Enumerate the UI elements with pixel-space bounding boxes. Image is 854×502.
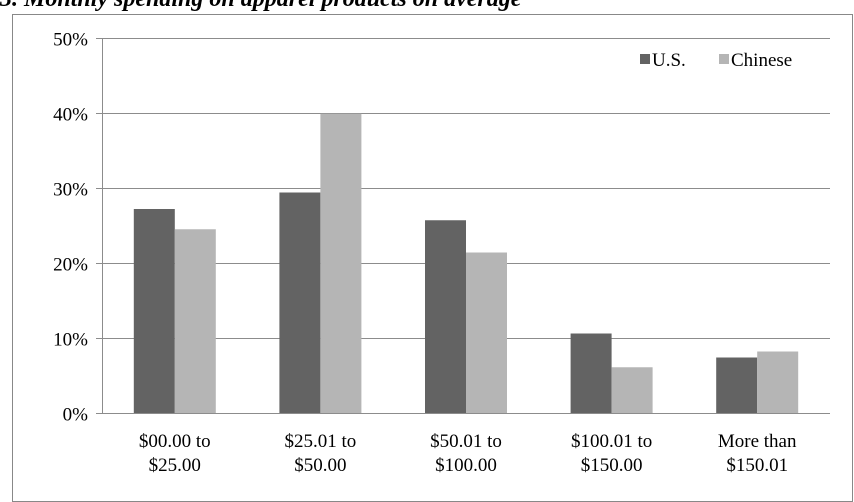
- bar-u-s-5: [716, 357, 758, 413]
- x-tick-label: $25.00: [149, 455, 201, 476]
- x-axis-ticks: $00.00 to $25.00 $25.01 to $50.00 $50.01 to $…: [139, 431, 797, 476]
- x-tick-label: $150.00: [581, 455, 643, 476]
- y-tick-label: 20%: [53, 255, 88, 276]
- legend-swatch: [719, 54, 729, 64]
- x-tick-label: $50.01 to: [430, 431, 502, 452]
- bars: [133, 113, 799, 413]
- bar-chinese-5: [757, 351, 799, 413]
- x-tick-label: $00.00 to: [139, 431, 211, 452]
- bar-u-s-4: [570, 333, 612, 413]
- y-tick-label: 30%: [53, 180, 88, 201]
- x-tick-label: $50.00: [294, 455, 346, 476]
- x-tick-label: $100.00: [435, 455, 497, 476]
- bar-u-s-1: [133, 209, 175, 413]
- bar-chinese-1: [174, 229, 216, 413]
- y-tick-label: 50%: [53, 30, 88, 51]
- x-tick-label: $150.01: [726, 455, 788, 476]
- y-tick-label: 10%: [53, 330, 88, 351]
- legend: U.S. Chinese: [640, 50, 792, 71]
- legend-label: U.S.: [652, 50, 686, 71]
- legend-label: Chinese: [731, 50, 792, 71]
- x-tick-label: $25.01 to: [285, 431, 357, 452]
- chart-title: 3. Monthly spending on apparel products …: [0, 0, 854, 16]
- bar-u-s-2: [279, 192, 321, 413]
- bar-chinese-3: [466, 252, 507, 413]
- x-tick-label: More than: [718, 431, 797, 452]
- bar-chinese-4: [611, 367, 653, 413]
- bar-chinese-2: [320, 113, 362, 413]
- y-tick-label: 0%: [63, 405, 89, 426]
- y-tick-label: 40%: [53, 105, 88, 126]
- x-tick-label: $100.01 to: [571, 431, 652, 452]
- y-axis-ticks: 0% 10% 20% 30% 40% 50%: [53, 30, 88, 426]
- bar-u-s-3: [425, 220, 466, 413]
- legend-swatch: [640, 54, 650, 64]
